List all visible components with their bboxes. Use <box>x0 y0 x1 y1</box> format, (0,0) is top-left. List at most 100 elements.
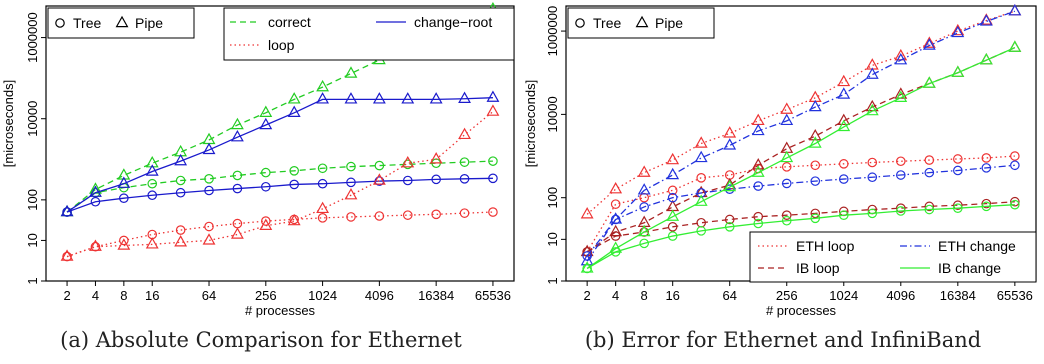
legend-pipe-label: Pipe <box>135 15 163 31</box>
data-point-triangle <box>808 99 822 112</box>
data-point-circle <box>639 238 649 249</box>
data-point-circle <box>346 177 356 188</box>
line-legend-box <box>749 231 1037 283</box>
data-point-circle <box>175 187 186 198</box>
data-point-triangle <box>1008 40 1022 52</box>
series-line <box>586 10 1016 215</box>
data-point-triangle <box>694 136 708 148</box>
data-point-circle <box>981 153 992 163</box>
data-point-circle <box>953 200 963 211</box>
data-point-circle <box>895 203 906 213</box>
data-point-circle <box>431 209 441 220</box>
data-point-triangle <box>89 185 102 197</box>
x-tick-label: 65536 <box>475 288 511 303</box>
data-point-triangle <box>894 90 908 103</box>
data-point-circle <box>119 193 129 203</box>
data-point-triangle <box>1008 3 1022 16</box>
legend-pipe-label: Pipe <box>655 15 683 31</box>
data-point-circle <box>981 163 992 173</box>
data-point-circle <box>639 202 649 212</box>
data-point-triangle <box>344 188 358 200</box>
data-point-circle <box>147 178 158 189</box>
x-tick-label: 4096 <box>886 288 915 303</box>
data-point-circle <box>459 208 470 218</box>
x-tick-label: 1024 <box>308 288 337 303</box>
y-tick-label: 100 <box>545 187 560 209</box>
data-point-circle <box>781 178 792 189</box>
data-point-triangle <box>609 212 623 224</box>
y-tick-label: 10000 <box>25 101 40 137</box>
data-point-triangle <box>894 87 908 99</box>
data-point-triangle <box>287 105 301 117</box>
series-line <box>586 10 1016 262</box>
data-point-triangle <box>609 224 623 237</box>
y-tick-label: 10000 <box>545 96 560 132</box>
chart-svg-absolute: 2 4 8 16 64 256 1024 4096 16384 65536 1 10 100 10000 1… <box>1 1 515 318</box>
marker-legend-box <box>567 7 715 39</box>
data-point-triangle <box>344 66 358 78</box>
series-line <box>586 164 1015 257</box>
data-point-circle <box>610 199 621 209</box>
y-tick-label: 10 <box>545 232 560 246</box>
data-point-circle <box>374 211 385 221</box>
data-point-circle <box>90 196 101 207</box>
y-axis-label: [microseconds] <box>1 80 16 167</box>
data-point-triangle <box>580 207 594 219</box>
data-point-circle <box>204 221 214 232</box>
data-point-triangle <box>401 155 415 168</box>
data-point-triangle <box>117 168 131 180</box>
data-point-triangle <box>780 102 794 114</box>
x-tick-label: 2 <box>63 288 70 303</box>
data-point-triangle <box>922 36 936 48</box>
data-point-triangle <box>865 67 879 79</box>
data-point-triangle <box>429 152 443 164</box>
x-tick-label: 16 <box>145 288 159 303</box>
x-tick-label: 8 <box>641 288 648 303</box>
data-point-circle <box>667 185 678 196</box>
data-point-circle <box>232 183 243 194</box>
data-point-circle <box>838 159 849 169</box>
legend-line-label: correct <box>268 14 311 30</box>
data-point-circle <box>696 173 707 183</box>
data-point-triangle <box>666 167 680 180</box>
data-point-triangle <box>458 91 471 103</box>
x-tick-label: 4 <box>612 288 619 303</box>
series-line <box>586 155 1015 253</box>
data-point-circle <box>867 208 878 219</box>
data-point-triangle <box>865 103 879 116</box>
data-point-triangle <box>230 227 244 239</box>
data-point-circle <box>895 156 906 167</box>
legend-line-label: ETH loop <box>796 238 855 254</box>
data-point-circle <box>374 160 385 171</box>
data-point-circle <box>62 251 72 262</box>
data-point-triangle <box>751 158 765 170</box>
legend-circle-marker <box>55 18 65 28</box>
y-tick-label: 100 <box>25 189 40 211</box>
x-tick-label: 4096 <box>365 288 394 303</box>
data-point-circle <box>924 201 935 212</box>
data-point-circle <box>1010 151 1020 161</box>
data-point-circle <box>346 161 356 172</box>
data-point-triangle <box>372 173 386 185</box>
data-point-circle <box>924 204 935 215</box>
data-point-triangle <box>259 117 273 130</box>
data-point-circle <box>488 207 498 217</box>
data-point-circle <box>459 157 470 167</box>
legend-circle-marker <box>575 18 585 28</box>
data-point-circle <box>753 181 764 191</box>
data-point-circle <box>810 176 821 186</box>
y-axis-label: [microseconds] <box>523 80 538 167</box>
data-point-circle <box>431 174 441 185</box>
series-line <box>586 47 1016 253</box>
x-tick-label: 64 <box>722 288 736 303</box>
data-point-triangle <box>637 165 651 177</box>
data-point-triangle <box>780 113 794 126</box>
data-point-circle <box>204 185 214 196</box>
data-point-circle <box>261 167 271 178</box>
data-point-circle <box>119 235 129 246</box>
data-point-circle <box>810 213 821 224</box>
data-point-triangle <box>372 92 386 104</box>
y-tick-label: 10 <box>25 233 40 247</box>
data-point-circle <box>667 231 678 241</box>
data-point-circle <box>1010 196 1020 207</box>
